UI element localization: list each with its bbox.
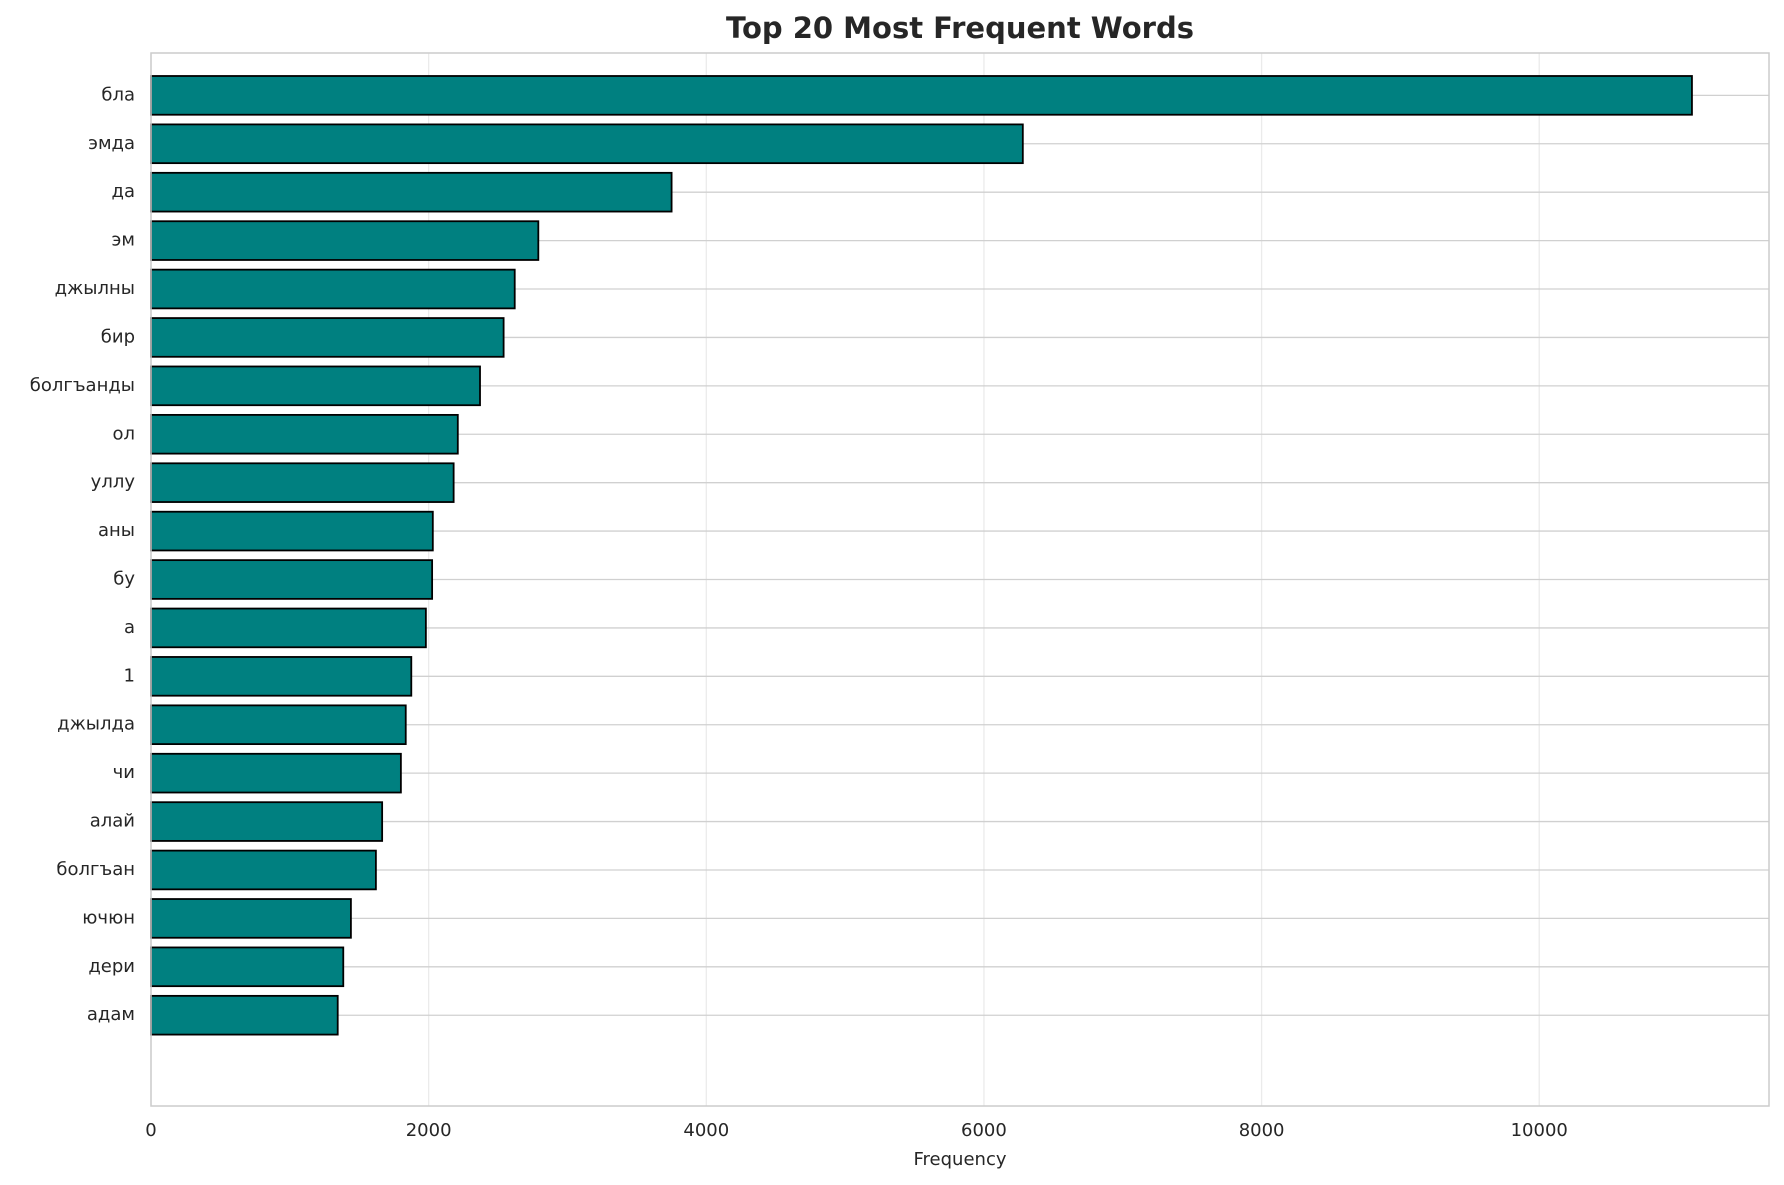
bar <box>150 849 377 891</box>
bar <box>150 462 455 503</box>
y-tick-label: ючюн <box>82 907 135 928</box>
bar <box>150 656 413 697</box>
bar <box>150 75 1693 116</box>
bar <box>150 801 384 842</box>
bar <box>150 268 516 310</box>
y-tick-label: джылда <box>57 714 135 735</box>
x-tick-label: 0 <box>145 1120 156 1141</box>
y-tick-label: бир <box>101 326 135 347</box>
bar <box>150 365 481 407</box>
y-tick-label: болгъан <box>56 859 135 880</box>
y-tick-label: ол <box>112 423 135 444</box>
bar <box>150 994 339 1036</box>
plot-frame <box>150 52 1770 1107</box>
y-tick-label: эм <box>112 230 135 251</box>
x-tick-label: 4000 <box>683 1120 729 1141</box>
y-tick-label: бла <box>101 84 135 105</box>
chart-title: Top 20 Most Frequent Words <box>726 11 1194 45</box>
bar <box>150 559 434 600</box>
x-tick-label: 6000 <box>961 1120 1007 1141</box>
bar <box>150 510 434 552</box>
bar <box>150 413 459 455</box>
bar <box>150 946 345 988</box>
y-tick-label: а <box>124 617 135 638</box>
bar <box>150 898 352 939</box>
y-tick-label: да <box>112 181 135 202</box>
x-axis-label: Frequency <box>914 1149 1007 1170</box>
bar <box>150 704 407 746</box>
x-tick-label: 10000 <box>1511 1120 1568 1141</box>
y-tick-label: алай <box>90 811 135 832</box>
x-tick-label: 8000 <box>1239 1120 1285 1141</box>
bar <box>150 171 673 213</box>
y-tick-label: джылны <box>55 278 135 299</box>
bar <box>150 123 1024 165</box>
y-tick-label: 1 <box>124 665 135 686</box>
y-tick-label: бу <box>113 569 135 590</box>
bar <box>150 220 540 261</box>
y-tick-label: аны <box>98 520 135 541</box>
x-tick-label: 2000 <box>406 1120 452 1141</box>
bar <box>150 752 402 794</box>
bar <box>150 317 505 358</box>
y-tick-label: чи <box>113 762 135 783</box>
y-tick-label: уллу <box>91 472 136 493</box>
y-tick-label: эмда <box>88 133 135 154</box>
y-tick-label: адам <box>87 1004 135 1025</box>
y-tick-label: дери <box>88 956 135 977</box>
y-tick-label: болгъанды <box>30 375 135 396</box>
bar <box>150 607 427 649</box>
